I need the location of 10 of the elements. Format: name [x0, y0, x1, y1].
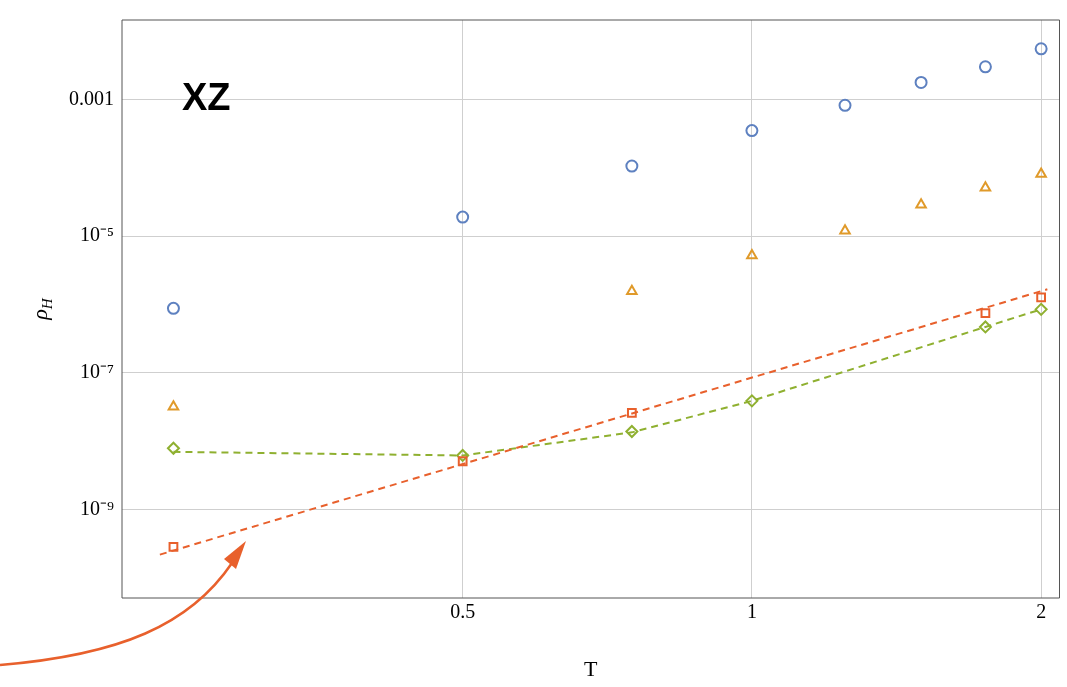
y-tick-label: 10⁻⁷ [80, 360, 115, 383]
x-tick-label: 2 [1036, 600, 1047, 623]
y-tick-label: 0.001 [69, 86, 114, 109]
x-tick-label: 0.5 [450, 600, 476, 623]
y-axis-title: ρH [27, 297, 55, 321]
x-axis-title: T [584, 655, 599, 681]
y-tick-label: 10⁻⁵ [80, 223, 114, 246]
y-tick-label: 10⁻⁹ [80, 496, 115, 519]
x-tick-label: 1 [746, 600, 757, 623]
annotation: XZ [182, 76, 231, 119]
